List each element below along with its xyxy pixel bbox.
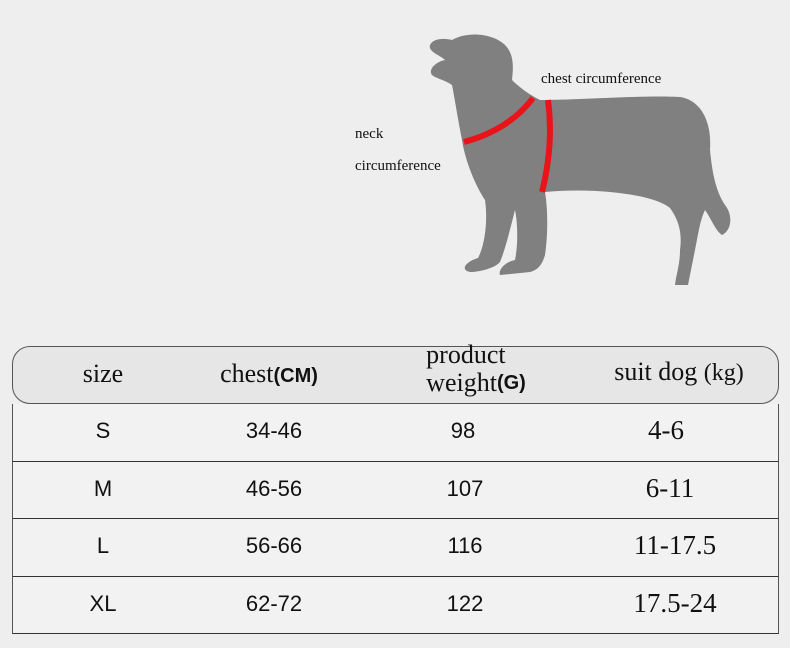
cell-suit: 17.5-24 — [633, 587, 717, 618]
cell-weight: 116 — [447, 533, 483, 558]
cell-chest: 34-46 — [245, 418, 303, 443]
cell-size: M — [93, 475, 113, 501]
chest-measure-line — [539, 99, 553, 193]
dog-silhouette — [429, 34, 731, 285]
cell-size: S — [95, 418, 111, 443]
cell-chest: 46-56 — [245, 475, 303, 501]
header-weight-unit: (G) — [496, 372, 526, 394]
dog-silhouette-diagram — [429, 34, 731, 285]
size-table: size chest(CM) product weight(G) suit do… — [12, 341, 779, 634]
header-size: size — [83, 359, 123, 389]
neck-measure-line — [463, 96, 536, 145]
cell-chest: 62-72 — [245, 590, 303, 616]
cell-chest: 56-66 — [245, 533, 303, 558]
cell-suit: 4-6 — [648, 415, 684, 445]
cell-suit: 11-17.5 — [633, 530, 717, 560]
header-chest-label: chest — [220, 359, 274, 388]
table-row: S 34-46 98 4-6 — [12, 404, 779, 462]
chest-label: chest circumference — [541, 71, 662, 87]
header-suit-unit: (kg) — [703, 360, 744, 386]
cell-weight: 98 — [450, 418, 476, 443]
cell-weight: 107 — [446, 475, 484, 501]
table-row: M 46-56 107 6-11 — [12, 461, 779, 519]
header-weight-line2: weight — [426, 368, 497, 397]
neck-label-line2: circumference — [355, 158, 441, 174]
table-header: size chest(CM) product weight(G) suit do… — [12, 341, 779, 404]
header-suit-label: suit dog — [614, 357, 698, 386]
header-weight-line1: product — [426, 340, 506, 369]
cell-suit: 6-11 — [645, 472, 695, 503]
table-row: XL 62-72 122 17.5-24 — [12, 576, 779, 634]
header-weight: product weight(G) — [426, 341, 526, 397]
cell-size: L — [96, 533, 110, 558]
header-suit-dog: suit dog (kg) — [614, 357, 744, 387]
header-size-label: size — [82, 359, 124, 388]
cell-size: XL — [89, 590, 117, 616]
table-row: L 56-66 116 11-17.5 — [12, 519, 779, 577]
header-chest: chest(CM) — [220, 359, 318, 389]
header-chest-unit: (CM) — [273, 365, 318, 387]
cell-weight: 122 — [446, 590, 484, 616]
neck-label-line1: neck — [355, 126, 384, 142]
